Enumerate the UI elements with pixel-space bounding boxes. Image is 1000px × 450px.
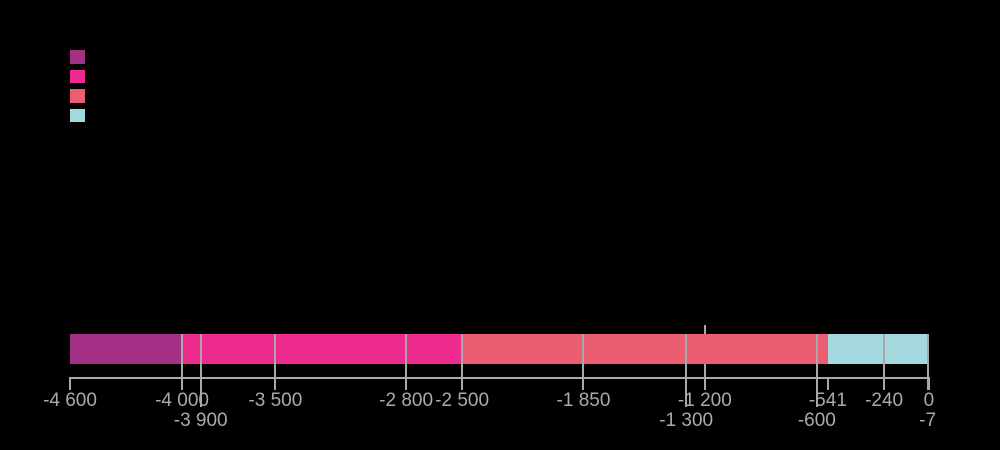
- axis-tick--4600: [69, 377, 71, 390]
- legend-swatch-4: [70, 108, 85, 122]
- boundary-gridline--7: [926, 334, 929, 390]
- boundary-gridline--2800: [405, 334, 408, 390]
- axis-label--2500: -2 500: [435, 390, 490, 411]
- axis-label--1200: -1 200: [677, 390, 732, 411]
- segment-1: [70, 334, 183, 364]
- legend-swatch-3: [70, 89, 85, 103]
- axis-label--600: -600: [797, 409, 836, 431]
- boundary-gridline--3500: [274, 334, 277, 390]
- axis-tick--541: [826, 377, 829, 390]
- axis-label--2800: -2 800: [379, 390, 434, 411]
- axis-label-0: 0: [923, 390, 935, 411]
- axis-label--240: -240: [865, 390, 904, 411]
- boundary-gridline--4000: [181, 334, 184, 390]
- axis-label--7: -7: [919, 409, 937, 431]
- boundary-gridline--240: [883, 334, 886, 390]
- axis-label--3900: -3 900: [173, 409, 228, 431]
- legend-swatch-1: [70, 50, 85, 64]
- boundary-gridline--1850: [582, 334, 585, 390]
- segment-3: [462, 334, 828, 364]
- axis-label--3500: -3 500: [248, 390, 303, 411]
- x-axis-line: [69, 377, 931, 379]
- axis-label--4600: -4 600: [43, 390, 97, 411]
- boundary-gridline--2500: [461, 334, 464, 390]
- segment-4: [827, 334, 929, 364]
- axis-label--541: -541: [808, 390, 847, 411]
- axis-tick-0: [927, 377, 930, 390]
- boundary-gridline--1300: [685, 334, 688, 407]
- boundary-gridline--600: [815, 334, 818, 407]
- segment-2: [182, 334, 463, 364]
- boundary-gridline--3900: [199, 334, 202, 407]
- legend-swatch-2: [70, 69, 85, 83]
- axis-label--1850: -1 850: [556, 390, 611, 411]
- axis-label--4000: -4 000: [155, 390, 209, 411]
- axis-label--1300: -1 300: [659, 409, 714, 431]
